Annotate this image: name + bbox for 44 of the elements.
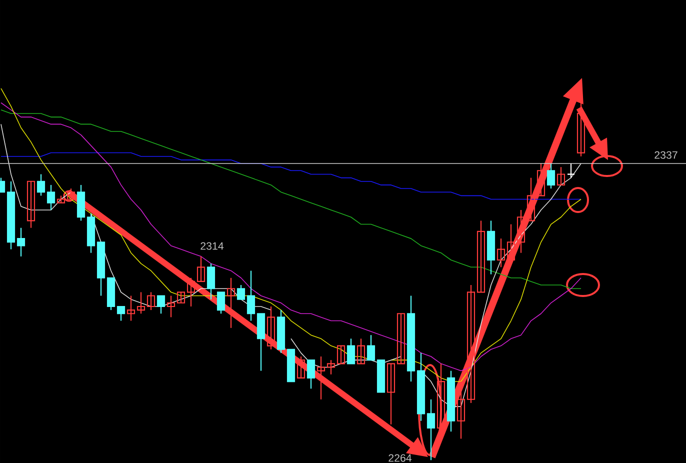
candlestick (36, 174, 46, 196)
candlestick (186, 277, 196, 308)
candlestick (196, 256, 206, 282)
candlestick (306, 360, 316, 390)
candlestick (146, 292, 156, 311)
candlestick (366, 334, 376, 361)
candlestick (386, 363, 396, 425)
candlestick (466, 284, 476, 404)
candlestick (46, 184, 56, 211)
candlestick (216, 292, 226, 314)
candlestick (26, 180, 36, 228)
candlestick (316, 356, 326, 400)
candlestick (206, 263, 216, 300)
candlestick (426, 398, 436, 461)
candlestick (346, 338, 356, 364)
candlestick (546, 162, 556, 190)
candlestick (326, 360, 336, 375)
annotation: 2264 (388, 454, 412, 462)
candlestick (296, 356, 306, 378)
annotation: 2314 (200, 242, 224, 250)
candlestick (116, 306, 126, 322)
candlestick (266, 306, 276, 350)
candlestick (136, 292, 146, 314)
candlestick (456, 380, 466, 440)
text: 2337 (654, 151, 678, 159)
candlestick (506, 224, 516, 261)
candlestick (126, 295, 136, 322)
candlestick (156, 295, 166, 314)
candlestick (556, 166, 566, 186)
candlestick (226, 277, 236, 328)
candlestick (536, 162, 546, 196)
candlestick (166, 295, 176, 318)
candlestick (16, 227, 26, 257)
candlestick (336, 345, 346, 364)
candlestick (396, 313, 406, 364)
candlestick (526, 177, 536, 222)
candlestick (496, 238, 506, 268)
candlestick (566, 162, 576, 178)
candlestick (476, 220, 486, 293)
candlestick (176, 292, 186, 304)
candlestick (516, 209, 526, 254)
candlestick (356, 338, 366, 364)
candlestick (246, 270, 256, 322)
candlestick (236, 284, 246, 300)
